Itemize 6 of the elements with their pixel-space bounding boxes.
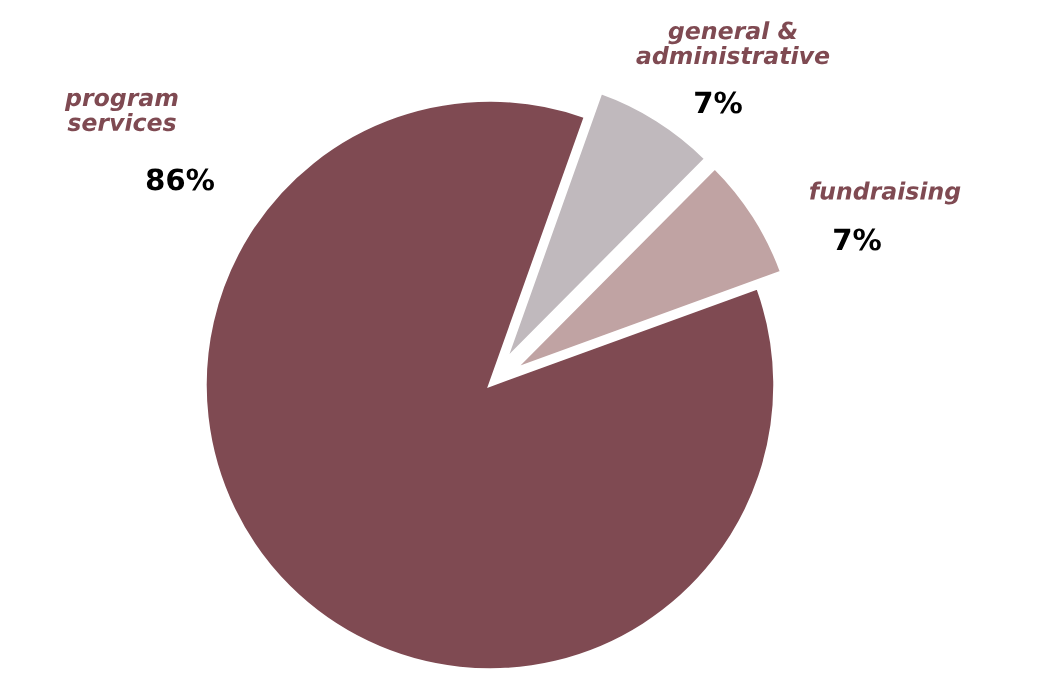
data-label: 7% xyxy=(695,91,742,114)
slice-label: program services xyxy=(64,92,178,132)
data-label: 86% xyxy=(146,168,214,191)
data-label: 7% xyxy=(834,228,881,251)
slice-label: general & administrative xyxy=(636,21,830,65)
slice-label: fundraising xyxy=(810,181,961,205)
